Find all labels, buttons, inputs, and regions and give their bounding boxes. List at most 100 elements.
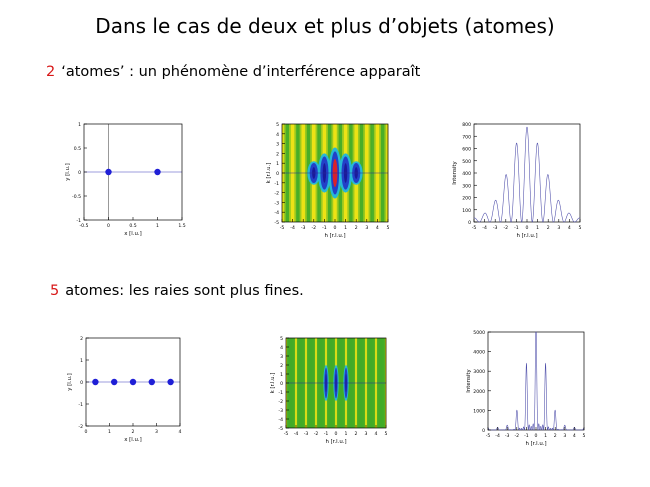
positions-plot-2-atoms: 10.50-0.5-1-0.5 0 0.5 1 1.5x [l.u.]y [l.u.] (65, 122, 186, 237)
x-tick-label: -1 (524, 433, 529, 439)
x-tick-label: -1 (322, 225, 327, 231)
x-tick-label: -5 (486, 433, 491, 439)
y-tick-label: 1 (276, 161, 279, 167)
y-axis-label: k [r.l.u.] (270, 373, 276, 394)
row2-text: atomes: les raies sont plus fines. (65, 283, 304, 299)
y-tick-label: -1 (274, 181, 279, 187)
y-tick-label: -2 (278, 399, 283, 405)
x-tick-label: -1 (514, 225, 519, 231)
y-tick-label: 1 (80, 358, 83, 364)
x-tick-label: -5 (284, 431, 289, 437)
y-tick-label: -1 (78, 402, 83, 408)
x-tick-label: 0 (85, 429, 88, 435)
x-axis-label: h [r.l.u.] (516, 233, 537, 239)
x-tick-label: 4 (179, 429, 182, 435)
x-tick-label: -2 (312, 225, 317, 231)
x-tick-label: -4 (482, 225, 487, 231)
y-tick-label: 1000 (473, 408, 485, 414)
y-tick-label: -2 (274, 191, 279, 197)
x-tick-label: 5 (583, 433, 586, 439)
x-tick-label: 3 (155, 429, 158, 435)
row2-number: 5 (50, 283, 60, 299)
y-tick-label: -0.5 (72, 194, 81, 200)
x-tick-label: 2 (132, 429, 135, 435)
x-axis-label: x [l.u.] (124, 231, 141, 237)
y-axis-label: y [l.u.] (67, 373, 73, 390)
y-tick-label: -1 (76, 218, 81, 224)
y-tick-label: -4 (274, 210, 279, 216)
y-tick-label: 5 (276, 122, 279, 128)
y-axis-label: y [l.u.] (65, 163, 71, 180)
y-tick-label: 0 (80, 380, 83, 386)
intensity-map-5-atoms: 5 4 3 2 1 0 -1 -2 -3 -4 -5-5 -4 -3 -2 -1 0 1 2 3 4 5 h [r.l.u… (270, 336, 388, 445)
plot-frame (487, 331, 585, 431)
x-tick-label: 1.5 (178, 223, 185, 229)
atom-point (154, 168, 161, 176)
x-tick-label: 0 (107, 223, 110, 229)
x-tick-label: 3 (557, 225, 560, 231)
y-tick-label: 0 (468, 220, 471, 226)
x-tick-label: -0.5 (80, 223, 89, 229)
y-tick-label: -5 (278, 426, 283, 432)
x-tick-label: -3 (304, 431, 309, 437)
x-tick-label: 3 (365, 431, 368, 437)
x-tick-label: 1 (544, 433, 547, 439)
x-tick-label: 1 (344, 225, 347, 231)
y-tick-label: 500 (462, 159, 471, 165)
y-tick-label: -3 (278, 408, 283, 414)
x-axis-label: h [r.l.u.] (325, 439, 346, 445)
y-tick-label: 3 (276, 142, 279, 148)
row1-number: 2 (46, 64, 56, 80)
x-tick-label: 0.5 (129, 223, 136, 229)
x-tick-label: 1 (108, 429, 111, 435)
x-tick-label: -2 (515, 433, 520, 439)
x-tick-label: -4 (294, 431, 299, 437)
x-axis-label: h [r.l.u.] (324, 233, 345, 239)
y-tick-label: 0 (78, 170, 81, 176)
y-tick-label: 4000 (473, 350, 485, 356)
atom-point (167, 378, 174, 386)
x-tick-label: 4 (573, 433, 576, 439)
y-tick-label: 4 (276, 132, 279, 138)
x-tick-label: 0 (334, 225, 337, 231)
x-tick-label: 2 (554, 433, 557, 439)
y-tick-label: 2000 (473, 389, 485, 395)
y-tick-label: 3 (280, 354, 283, 360)
plot-frame (473, 123, 581, 223)
y-tick-label: 0 (482, 428, 485, 434)
x-tick-label: 1 (156, 223, 159, 229)
x-tick-label: -3 (493, 225, 498, 231)
y-tick-label: 2 (80, 336, 83, 342)
x-tick-label: 3 (563, 433, 566, 439)
x-tick-label: -1 (324, 431, 329, 437)
y-tick-label: 2 (276, 151, 279, 157)
x-tick-label: 0 (335, 431, 338, 437)
x-tick-label: 1 (345, 431, 348, 437)
atom-point (111, 378, 118, 386)
x-tick-label: 5 (387, 225, 390, 231)
y-tick-label: -4 (278, 417, 283, 423)
x-tick-label: 4 (375, 431, 378, 437)
y-tick-label: 0 (280, 381, 283, 387)
y-tick-label: -5 (274, 220, 279, 226)
atom-point (105, 168, 112, 176)
y-tick-label: 1 (280, 372, 283, 378)
x-tick-label: -4 (495, 433, 500, 439)
x-tick-label: -2 (504, 225, 509, 231)
x-tick-label: 1 (536, 225, 539, 231)
x-tick-label: 2 (355, 431, 358, 437)
y-tick-label: 700 (462, 134, 471, 140)
y-tick-label: 0.5 (74, 146, 81, 152)
y-tick-label: 400 (462, 171, 471, 177)
x-tick-label: 4 (376, 225, 379, 231)
y-tick-label: 100 (462, 208, 471, 214)
intensity-map-2-atoms: 5 4 3 2 1 0 -1 -2 -3 -4 -5-5 -4 -3 -2 -1 0 1 2 3 4 5 h [r.l.u… (266, 122, 390, 239)
x-tick-label: 3 (365, 225, 368, 231)
y-tick-label: 3000 (473, 369, 485, 375)
y-tick-label: 600 (462, 147, 471, 153)
y-axis-label: Intensity (452, 160, 458, 184)
y-tick-label: 0 (276, 171, 279, 177)
row1-text: ‘atomes’ : un phénomène d’interférence a… (61, 64, 421, 80)
